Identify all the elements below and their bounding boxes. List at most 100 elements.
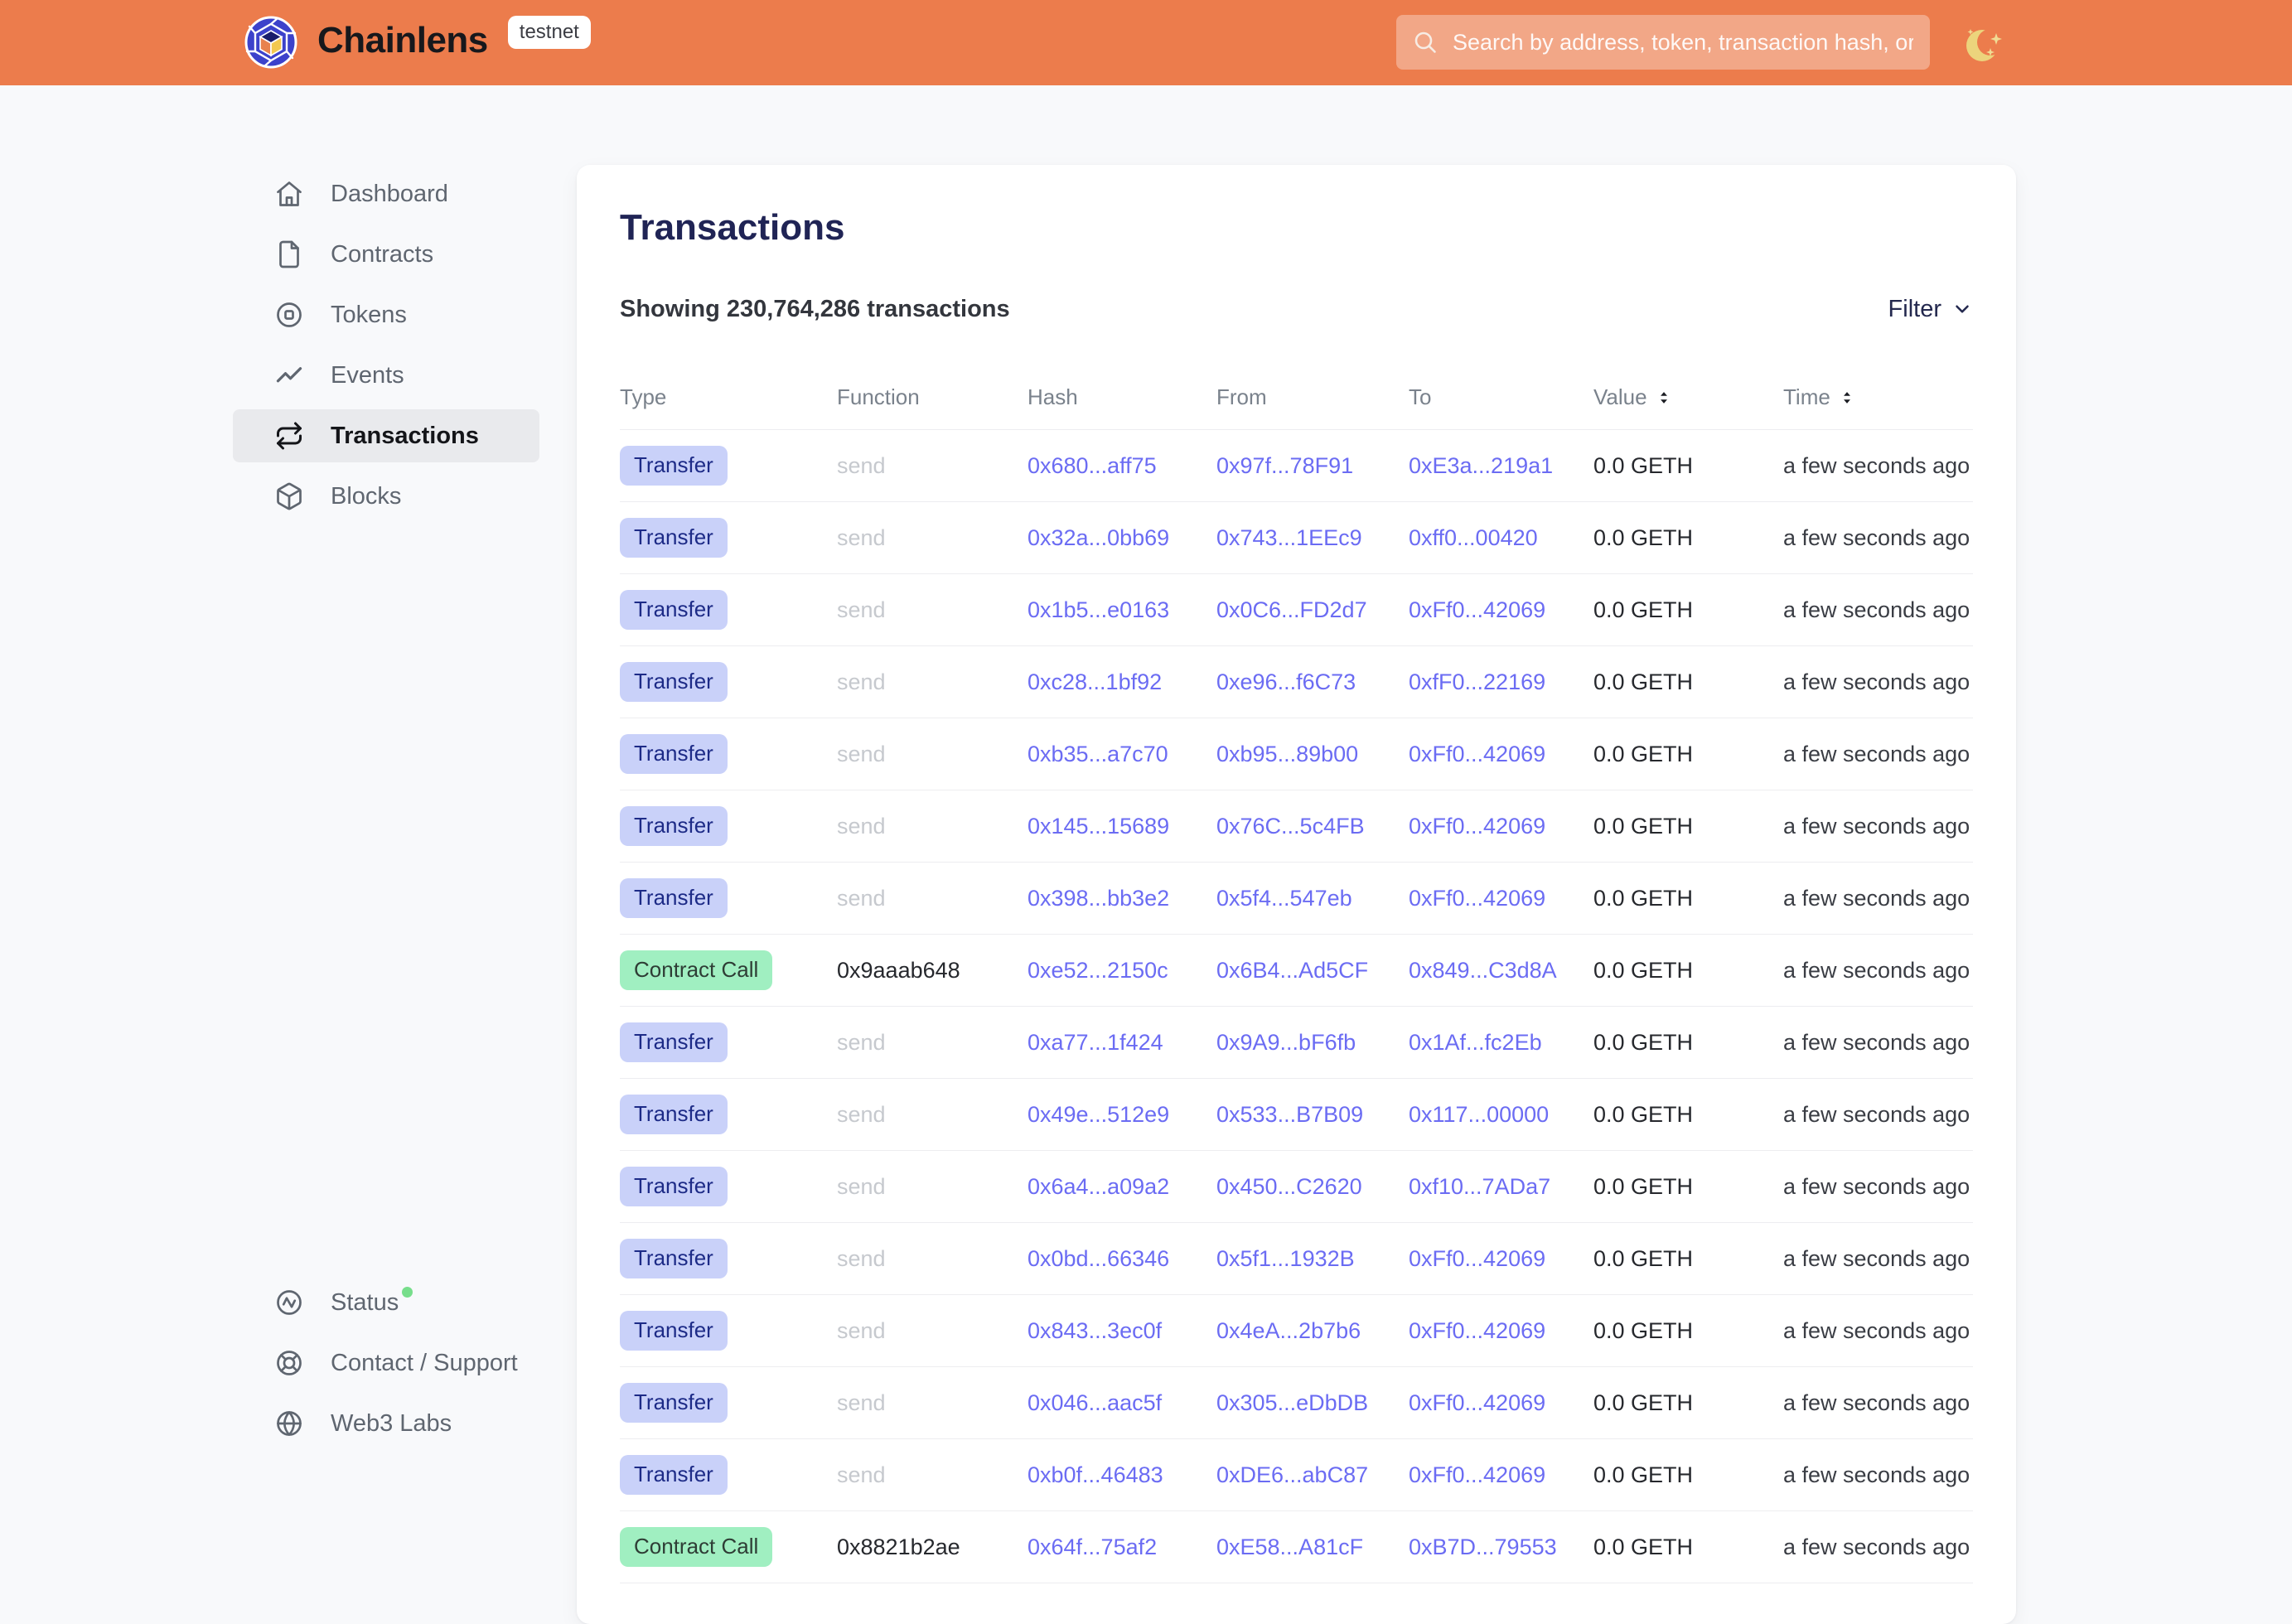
from-link[interactable]: 0x533...B7B09 <box>1216 1101 1364 1127</box>
from-link[interactable]: 0xE58...A81cF <box>1216 1534 1364 1559</box>
column-label: Hash <box>1028 384 1078 409</box>
to-link[interactable]: 0xf10...7ADa7 <box>1409 1173 1551 1199</box>
sidebar-item-events[interactable]: Events <box>233 349 539 402</box>
sidebar-item-transactions[interactable]: Transactions <box>233 409 539 462</box>
table-row: Transfer send 0x1b5...e0163 0x0C6...FD2d… <box>620 574 1973 646</box>
to-link[interactable]: 0xFf0...42069 <box>1409 1462 1546 1487</box>
value-cell: 0.0 GETH <box>1593 1534 1694 1559</box>
to-link[interactable]: 0x117...00000 <box>1409 1101 1550 1127</box>
search-icon <box>1414 31 1436 53</box>
sidebar-item-status[interactable]: Status <box>233 1276 539 1329</box>
type-cell: Transfer <box>620 446 837 486</box>
time-cell: a few seconds ago <box>1783 1462 1970 1487</box>
type-cell: Transfer <box>620 1167 837 1206</box>
from-link[interactable]: 0x5f4...547eb <box>1216 885 1352 911</box>
sidebar-item-contracts[interactable]: Contracts <box>233 228 539 281</box>
to-link[interactable]: 0xFf0...42069 <box>1409 1317 1546 1343</box>
type-cell: Transfer <box>620 1311 837 1351</box>
to-link[interactable]: 0xFf0...42069 <box>1409 885 1546 911</box>
table-column-header: Hash <box>1028 384 1216 410</box>
time-cell: a few seconds ago <box>1783 1029 1970 1055</box>
to-link[interactable]: 0xE3a...219a1 <box>1409 452 1554 478</box>
table-row: Transfer send 0x843...3ec0f 0x4eA...2b7b… <box>620 1295 1973 1367</box>
hash-link[interactable]: 0x49e...512e9 <box>1028 1101 1170 1127</box>
to-link[interactable]: 0x1Af...fc2Eb <box>1409 1029 1542 1055</box>
type-badge: Contract Call <box>620 1527 773 1567</box>
table-column-header[interactable]: Value <box>1593 384 1783 410</box>
value-cell: 0.0 GETH <box>1593 957 1694 983</box>
sidebar-item-blocks[interactable]: Blocks <box>233 470 539 523</box>
sidebar-item-tokens[interactable]: Tokens <box>233 288 539 341</box>
table-column-header[interactable]: Time <box>1783 384 1973 410</box>
hash-link[interactable]: 0xb0f...46483 <box>1028 1462 1163 1487</box>
hash-link[interactable]: 0x1b5...e0163 <box>1028 597 1170 622</box>
function-cell: send <box>837 1101 886 1127</box>
hash-link[interactable]: 0x843...3ec0f <box>1028 1317 1163 1343</box>
from-link[interactable]: 0x450...C2620 <box>1216 1173 1362 1199</box>
from-link[interactable]: 0x305...eDbDB <box>1216 1390 1369 1415</box>
value-cell: 0.0 GETH <box>1593 1173 1694 1199</box>
hash-link[interactable]: 0x0bd...66346 <box>1028 1245 1170 1271</box>
to-link[interactable]: 0xFf0...42069 <box>1409 1390 1546 1415</box>
brand[interactable]: Chainlens testnet <box>244 16 591 69</box>
to-link[interactable]: 0x849...C3d8A <box>1409 957 1557 983</box>
to-link[interactable]: 0xfF0...22169 <box>1409 669 1546 694</box>
hash-link[interactable]: 0x145...15689 <box>1028 813 1170 839</box>
to-link[interactable]: 0xFf0...42069 <box>1409 597 1546 622</box>
to-link[interactable]: 0xff0...00420 <box>1409 524 1538 550</box>
type-badge: Transfer <box>620 1383 728 1423</box>
type-cell: Transfer <box>620 590 837 630</box>
from-link[interactable]: 0x97f...78F91 <box>1216 452 1354 478</box>
hash-link[interactable]: 0xb35...a7c70 <box>1028 741 1168 766</box>
hash-link[interactable]: 0xc28...1bf92 <box>1028 669 1163 694</box>
global-search[interactable] <box>1396 15 1930 70</box>
to-link[interactable]: 0xFf0...42069 <box>1409 741 1546 766</box>
hash-link[interactable]: 0x6a4...a09a2 <box>1028 1173 1170 1199</box>
type-cell: Transfer <box>620 1022 837 1062</box>
page-title: Transactions <box>620 207 845 248</box>
sidebar-item-label: Status <box>331 1288 399 1316</box>
filter-button[interactable]: Filter <box>1888 296 1973 323</box>
from-link[interactable]: 0xDE6...abC87 <box>1216 1462 1369 1487</box>
status-online-dot <box>402 1287 413 1298</box>
to-link[interactable]: 0xFf0...42069 <box>1409 813 1546 839</box>
to-link[interactable]: 0xB7D...79553 <box>1409 1534 1557 1559</box>
sidebar-item-label: Contracts <box>331 240 434 268</box>
transactions-card: Transactions Showing 230,764,286 transac… <box>577 165 2016 1624</box>
hash-link[interactable]: 0xe52...2150c <box>1028 957 1168 983</box>
from-link[interactable]: 0x9A9...bF6fb <box>1216 1029 1356 1055</box>
hash-link[interactable]: 0xa77...1f424 <box>1028 1029 1163 1055</box>
type-badge: Transfer <box>620 590 728 630</box>
to-link[interactable]: 0xFf0...42069 <box>1409 1245 1546 1271</box>
from-link[interactable]: 0xb95...89b00 <box>1216 741 1359 766</box>
hash-link[interactable]: 0x32a...0bb69 <box>1028 524 1170 550</box>
hash-link[interactable]: 0x046...aac5f <box>1028 1390 1163 1415</box>
theme-toggle-button[interactable] <box>1961 18 2014 71</box>
sidebar-nav: Dashboard Contracts Tokens Events <box>233 167 539 530</box>
from-link[interactable]: 0x743...1EEc9 <box>1216 524 1362 550</box>
from-link[interactable]: 0x76C...5c4FB <box>1216 813 1365 839</box>
table-row: Transfer send 0x046...aac5f 0x305...eDbD… <box>620 1367 1973 1439</box>
from-link[interactable]: 0x5f1...1932B <box>1216 1245 1355 1271</box>
function-cell: send <box>837 452 886 478</box>
from-link[interactable]: 0x4eA...2b7b6 <box>1216 1317 1361 1343</box>
sidebar-item-dashboard[interactable]: Dashboard <box>233 167 539 220</box>
search-input[interactable] <box>1451 28 1915 56</box>
hash-link[interactable]: 0x680...aff75 <box>1028 452 1157 478</box>
from-link[interactable]: 0x6B4...Ad5CF <box>1216 957 1369 983</box>
type-cell: Transfer <box>620 518 837 558</box>
sort-icon[interactable] <box>1655 389 1673 407</box>
hash-link[interactable]: 0x64f...75af2 <box>1028 1534 1158 1559</box>
sidebar-item-contact-support[interactable]: Contact / Support <box>233 1336 539 1390</box>
from-link[interactable]: 0x0C6...FD2d7 <box>1216 597 1367 622</box>
time-cell: a few seconds ago <box>1783 597 1970 622</box>
hash-link[interactable]: 0x398...bb3e2 <box>1028 885 1170 911</box>
activity-icon <box>274 1288 304 1317</box>
value-cell: 0.0 GETH <box>1593 452 1694 478</box>
function-cell: send <box>837 813 886 839</box>
type-cell: Transfer <box>620 662 837 702</box>
time-cell: a few seconds ago <box>1783 1245 1970 1271</box>
sort-icon[interactable] <box>1838 389 1856 407</box>
from-link[interactable]: 0xe96...f6C73 <box>1216 669 1356 694</box>
sidebar-item-web3-labs[interactable]: Web3 Labs <box>233 1397 539 1450</box>
